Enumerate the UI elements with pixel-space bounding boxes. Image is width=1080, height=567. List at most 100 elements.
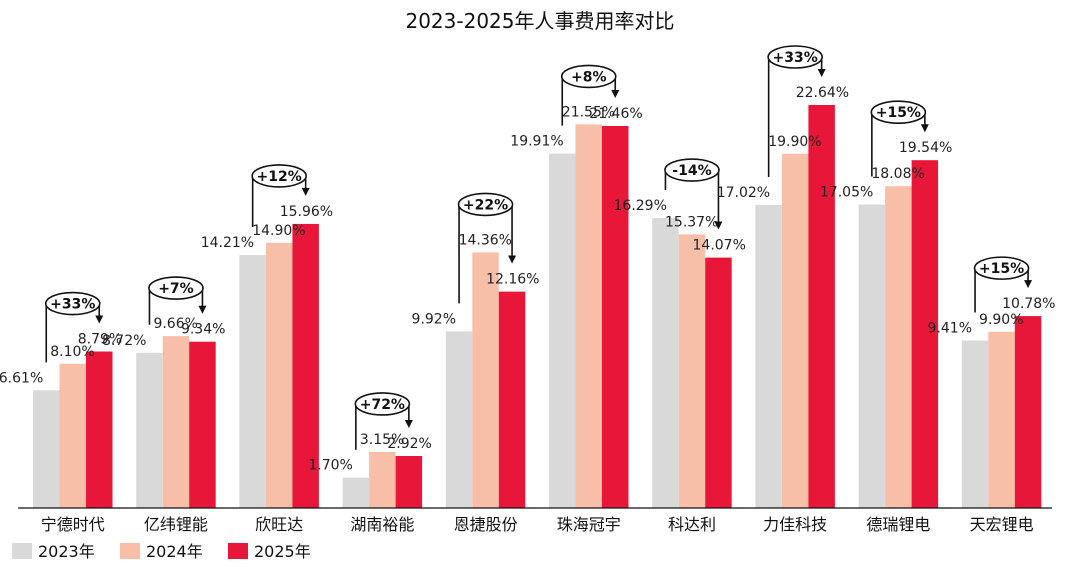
change-badge-7 (664, 158, 720, 182)
bar-2-7 (678, 234, 706, 508)
change-arrowhead-9 (920, 124, 929, 133)
category-label-10: 天宏锂电 (970, 515, 1034, 534)
change-text-6: +8% (571, 69, 607, 85)
value-label-1-3: 14.21% (201, 235, 254, 251)
bar-1-4 (342, 477, 370, 508)
legend-label-3: 2025年 (254, 542, 311, 561)
category-label-8: 力佳科技 (763, 515, 827, 534)
change-arrowhead-1 (95, 315, 104, 324)
legend-swatch-2 (120, 543, 140, 559)
value-labels-layer: 6.61% 8.10%8.79%8.72% 9.66%9.34% 14.21%14.9… (0, 85, 1055, 474)
change-badge-5 (457, 192, 514, 217)
value-label-3-3: 15.96% (280, 204, 333, 220)
bar-1-8 (755, 205, 782, 508)
change-badge-3 (251, 164, 307, 188)
bar-3-8 (808, 105, 835, 508)
legend-swatch-3 (228, 543, 248, 559)
category-label-3: 欣旺达 (255, 515, 303, 534)
change-badge-10 (973, 256, 1030, 280)
category-label-4: 湖南裕能 (350, 515, 414, 534)
bar-1-3 (239, 255, 266, 508)
change-text-4: +72% (360, 397, 405, 413)
bar-1-1 (33, 390, 60, 508)
value-label-1-9: 17.05% (820, 185, 873, 201)
category-label-7: 科达利 (668, 515, 716, 534)
value-label-2-3: 14.90% (252, 223, 305, 239)
value-label-1-4: 1.70% (308, 458, 352, 474)
value-label-2-9: 18.08% (871, 166, 924, 182)
bar-2-1 (59, 363, 86, 508)
change-text-2: +7% (158, 281, 194, 297)
category-label-5: 恩捷股份 (454, 515, 518, 534)
change-badge-6 (560, 64, 617, 89)
value-label-2-10: 9.90% (979, 312, 1023, 328)
value-label-1-5: 9.92% (412, 311, 456, 327)
value-label-1-1: 6.61% (0, 370, 43, 386)
bar-3-4 (395, 456, 423, 508)
change-text-7: -14% (672, 163, 711, 179)
category-label-9: 德瑞锂电 (866, 515, 930, 534)
value-label-1-2: 8.72% (102, 333, 146, 349)
value-label-1-7: 16.29% (614, 198, 667, 214)
bar-3-5 (498, 291, 526, 508)
legend-label-2: 2024年 (146, 542, 203, 561)
bar-2-10 (988, 331, 1015, 508)
bar-3-10 (1014, 316, 1042, 508)
bar-2-8 (781, 153, 809, 509)
value-label-3-2: 9.34% (181, 322, 225, 338)
bar-2-6 (575, 124, 602, 509)
bar-1-7 (652, 218, 679, 508)
value-label-2-7: 15.37% (665, 214, 718, 230)
legend: 2023年 2024年 2025年 (12, 542, 311, 561)
value-label-1-10: 9.41% (928, 321, 972, 337)
bar-3-7 (705, 257, 732, 508)
change-badge-1 (44, 291, 101, 316)
change-text-5: +22% (463, 197, 508, 213)
change-arrowhead-7 (714, 221, 723, 230)
value-label-2-1: 8.10% (50, 344, 94, 360)
category-label-2: 亿纬锂能 (144, 515, 208, 534)
bar-3-3 (292, 223, 319, 508)
bar-1-10 (961, 340, 989, 508)
value-label-3-7: 14.07% (693, 238, 746, 254)
change-arrowhead-4 (404, 420, 413, 429)
change-text-1: +33% (50, 297, 95, 313)
value-label-3-6: 21.46% (589, 106, 642, 122)
bar-2-3 (265, 242, 293, 509)
bar-3-9 (911, 160, 939, 508)
bar-1-5 (445, 331, 473, 508)
change-arrowhead-3 (301, 187, 310, 196)
value-label-2-8: 19.90% (768, 134, 821, 150)
change-badge-9 (870, 100, 927, 124)
bar-1-2 (136, 352, 163, 508)
change-arrowhead-8 (817, 69, 826, 78)
bar-2-2 (162, 336, 190, 508)
change-arrowhead-2 (198, 305, 207, 314)
value-label-1-6: 19.91% (510, 134, 563, 150)
value-label-3-9: 19.54% (899, 140, 952, 156)
change-badge-4 (354, 392, 411, 416)
change-annotations-layer: +33% +7% +12% +72% +22% +8% -14% +33% +15% +15% (44, 45, 1033, 450)
value-label-2-4: 3.15% (360, 432, 404, 448)
value-label-2-5: 14.36% (459, 232, 512, 248)
bars-layer (33, 105, 1042, 509)
bar-2-9 (885, 186, 912, 508)
value-label-3-10: 10.78% (1002, 296, 1055, 312)
legend-swatch-1 (12, 543, 32, 559)
change-text-10: +15% (979, 261, 1024, 277)
value-label-3-8: 22.64% (796, 85, 849, 101)
bar-3-6 (602, 126, 629, 508)
bar-2-4 (369, 451, 396, 508)
value-label-1-8: 17.02% (717, 185, 770, 201)
bar-1-9 (858, 204, 886, 508)
chart-title: 2023-2025年人事费用率对比 (405, 9, 674, 33)
category-label-1: 宁德时代 (41, 515, 105, 534)
change-arrowhead-5 (508, 255, 517, 264)
change-text-8: +33% (773, 50, 818, 66)
bar-1-6 (549, 153, 576, 508)
change-badge-2 (148, 276, 204, 300)
change-arrowhead-10 (1024, 280, 1033, 289)
value-label-3-4: 2.92% (387, 436, 431, 452)
change-text-9: +15% (876, 105, 921, 121)
